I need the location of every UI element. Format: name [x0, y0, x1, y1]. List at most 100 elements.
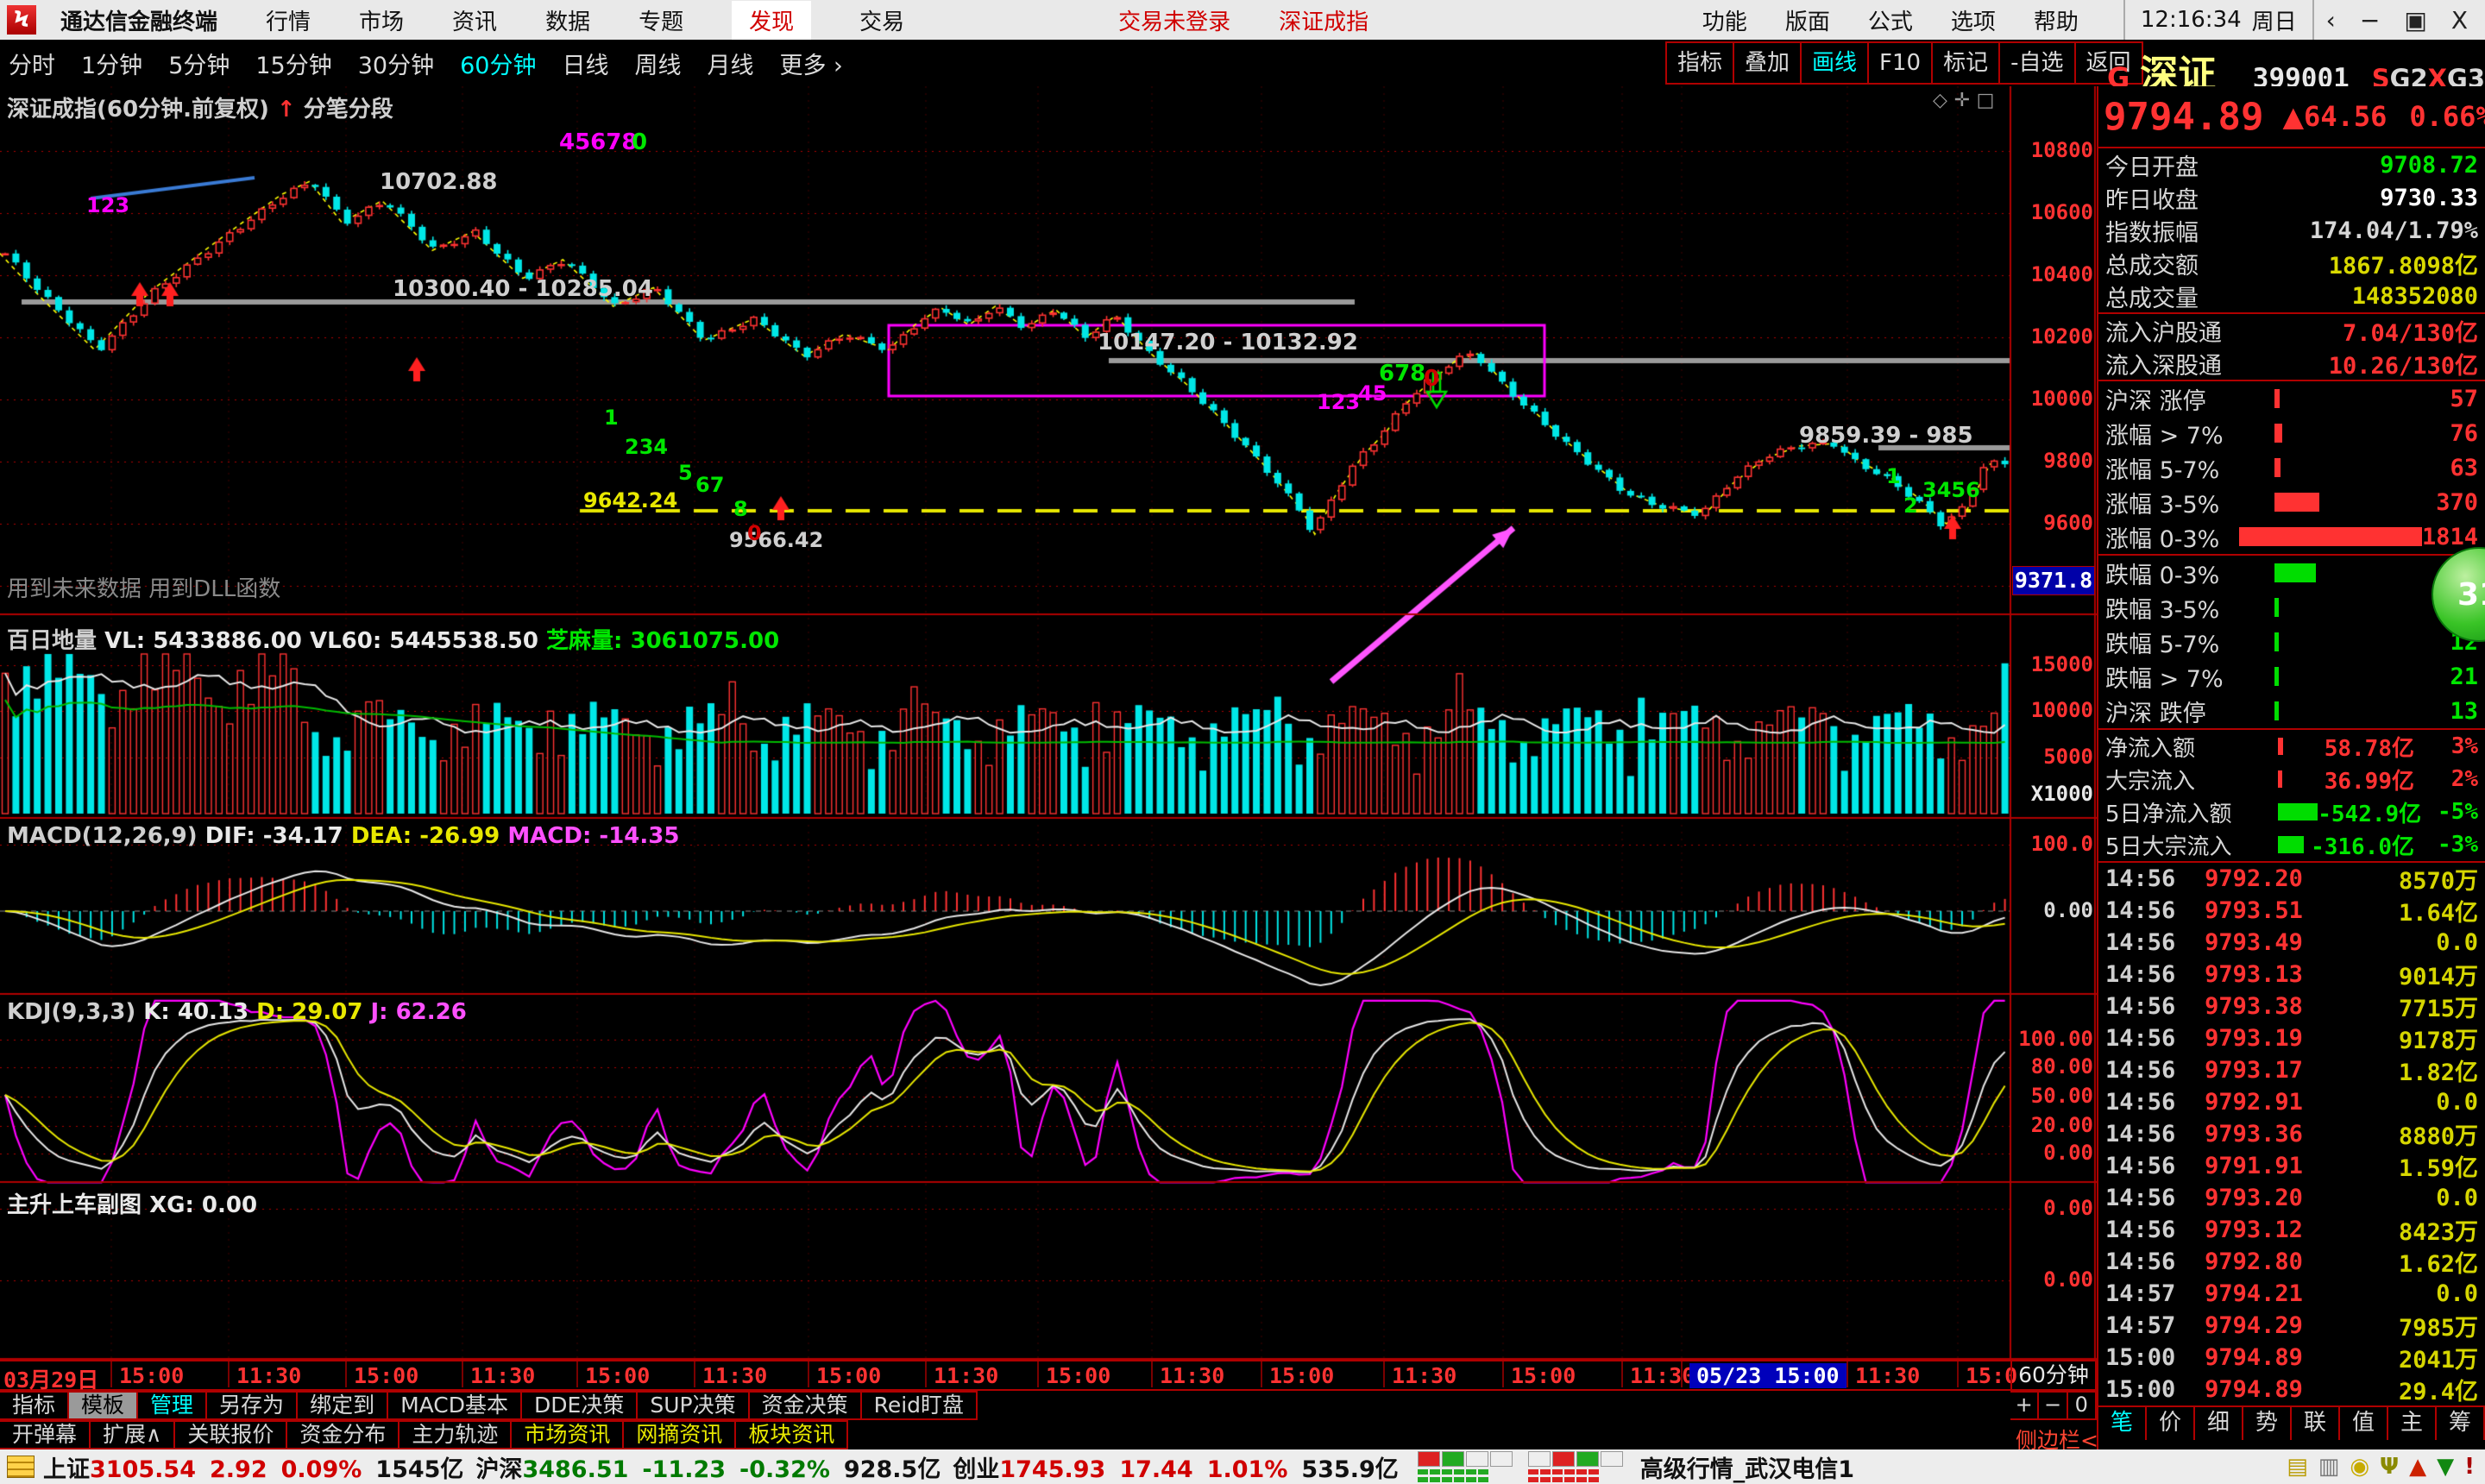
news-icon[interactable]: ▥ [2318, 1454, 2340, 1480]
period-tab[interactable]: 60分钟 [460, 52, 537, 79]
statusbar: 上证3105.54 2.92 0.09% 1545亿 沪深3486.51 -11.23 -0… [0, 1449, 2485, 1484]
period-tab[interactable]: 15分钟 [255, 52, 332, 79]
toolbar-button[interactable]: 叠加 [1733, 41, 1802, 85]
menu-item-discover[interactable]: 发现 [732, 0, 812, 40]
index-change: 2.92 [209, 1456, 267, 1483]
period-tab[interactable]: 日线 [562, 52, 609, 79]
minimize-icon[interactable]: − [2359, 5, 2381, 35]
server-name[interactable]: 高级行情_武汉电信1 [1639, 1456, 1855, 1483]
toolbar-button[interactable]: F10 [1867, 41, 1934, 85]
period-tab[interactable]: 30分钟 [357, 52, 435, 79]
index-quote[interactable]: 上证3105.54 2.92 0.09% 1545亿 [43, 1456, 463, 1483]
back-icon[interactable]: ‹ [2325, 5, 2336, 35]
tick-volume: 9014万 [2398, 964, 2478, 990]
message-icon[interactable]: ▤ [2287, 1454, 2308, 1480]
panel-tab[interactable]: 联 [2292, 1407, 2340, 1440]
bottom-tab[interactable]: MACD基本 [387, 1391, 523, 1420]
toolbar-button[interactable]: 返回 [2073, 41, 2143, 85]
panel-tab[interactable]: 细 [2195, 1407, 2243, 1440]
row-value: 10.26/130亿 [2328, 352, 2478, 380]
bottom-tab[interactable]: 资金分布 [286, 1420, 400, 1449]
tick-row: 14:57 9794.29 7985万 [2098, 1310, 2485, 1342]
gold-bar-icon[interactable] [7, 1456, 35, 1478]
menu-item[interactable]: 帮助 [2033, 9, 2079, 35]
bottom-tab[interactable]: 模板 [67, 1391, 139, 1420]
alert-icon[interactable]: ! [2464, 1454, 2475, 1480]
sidebar-toggle-button[interactable]: 侧边栏< [2016, 1428, 2098, 1453]
maximize-icon[interactable]: ▣ [2404, 5, 2427, 35]
bottom-tab[interactable]: 指标 [0, 1391, 70, 1420]
bottom-tab[interactable]: 开弹幕 [0, 1420, 91, 1449]
menu-item-trade[interactable]: 交易 [859, 9, 905, 35]
stock-header: G 深证成指 399001 SG2XG3 [2107, 40, 2485, 152]
panel-tab[interactable]: 主 [2388, 1407, 2437, 1440]
chart-corner-icons[interactable]: ◇ ✛ □ [1933, 90, 1995, 111]
toolbar-button[interactable]: 指标 [1665, 41, 1735, 85]
period-tab[interactable]: 月线 [707, 52, 754, 79]
app-logo-icon[interactable]: Ϟ [7, 5, 36, 35]
panel-tab[interactable]: 笔 [2098, 1407, 2147, 1440]
bottom-tab[interactable]: 主力轨迹 [398, 1420, 513, 1449]
menu-item[interactable]: 数据 [545, 9, 591, 35]
close-icon[interactable]: X [2450, 5, 2468, 35]
toolbar-button[interactable]: 标记 [1931, 41, 2001, 85]
bottom-tab[interactable]: Reid盯盘 [859, 1391, 978, 1420]
zoom-button[interactable]: + [2009, 1391, 2040, 1420]
menu-item[interactable]: 资讯 [452, 9, 498, 35]
panel-tab[interactable]: 筹 [2437, 1407, 2485, 1440]
bottom-tab[interactable]: 关联报价 [173, 1420, 288, 1449]
menu-item[interactable]: 功能 [1702, 9, 1747, 35]
index-quote[interactable]: 沪深3486.51 -11.23 -0.32% 928.5亿 [475, 1456, 941, 1483]
bottom-tab[interactable]: 管理 [136, 1391, 208, 1420]
menu-item[interactable]: 市场 [359, 9, 405, 35]
menu-item[interactable]: 专题 [639, 9, 684, 35]
panel-tab[interactable]: 值 [2340, 1407, 2388, 1440]
zoom-button[interactable]: − [2037, 1391, 2068, 1420]
pane-header-part: MACD: -14.35 [507, 823, 680, 849]
time-axis-label: 11:30 [1160, 1363, 1225, 1388]
row-value: 7.04/130亿 [2342, 319, 2478, 347]
login-status[interactable]: 交易未登录 [1118, 9, 1231, 35]
bottom-tab[interactable]: 网摘资讯 [622, 1420, 737, 1449]
tick-time: 14:56 [2105, 929, 2176, 956]
period-tab[interactable]: 1分钟 [81, 52, 143, 79]
bottom-tab[interactable]: 扩展∧ [89, 1420, 176, 1449]
stat-bar [2274, 598, 2279, 617]
tick-volume: 7985万 [2398, 1315, 2478, 1342]
bottom-tab[interactable]: 市场资讯 [510, 1420, 625, 1449]
period-tab[interactable]: 5分钟 [168, 52, 230, 79]
sort-down-icon[interactable]: ▼ [2437, 1454, 2455, 1480]
index-quote[interactable]: 创业1745.93 17.44 1.01% 535.9亿 [953, 1456, 1398, 1483]
toolbar-button[interactable]: -自选 [1998, 41, 2076, 85]
menu-item[interactable]: 版面 [1784, 9, 1830, 35]
period-tab[interactable]: 分时 [9, 52, 55, 79]
bottom-tab[interactable]: 另存为 [205, 1391, 299, 1420]
sort-up-icon[interactable]: ▲ [2409, 1454, 2427, 1480]
chart-annotation: 10702.88 [380, 169, 498, 195]
zoom-controls: + −0 [2009, 1391, 2097, 1420]
bottom-tab[interactable]: SUP决策 [636, 1391, 750, 1420]
menu-item[interactable]: 公式 [1867, 9, 1913, 35]
tick-volume: 2041万 [2398, 1347, 2478, 1374]
bottom-tab[interactable]: 绑定到 [296, 1391, 389, 1420]
panel-tab[interactable]: 势 [2243, 1407, 2292, 1440]
menu-item[interactable]: 行情 [266, 9, 311, 35]
menu-item[interactable]: 选项 [1950, 9, 1996, 35]
period-tab[interactable]: 周线 [634, 52, 682, 79]
heat-dash [1539, 1469, 1551, 1475]
bottom-tab[interactable]: 资金决策 [747, 1391, 862, 1420]
panel-tab[interactable]: 价 [2147, 1407, 2195, 1440]
toolbar-button[interactable]: 画线 [1800, 41, 1870, 85]
zoom-button[interactable]: 0 [2066, 1391, 2097, 1420]
axis-label: 10000 [2030, 698, 2093, 722]
period-tab[interactable]: 更多 › [779, 52, 843, 79]
bottom-tab[interactable]: 板块资讯 [734, 1420, 849, 1449]
time-axis[interactable]: 03月29日 15:00 11:30 15:00 11:30 15:00 11:30 15:0… [0, 1360, 2017, 1393]
stat-count: 370 [2436, 488, 2478, 516]
coin-icon[interactable]: ◉ [2350, 1454, 2370, 1480]
chart-area[interactable] [0, 86, 2097, 1360]
signal-icon[interactable]: Ψ [2380, 1454, 2400, 1480]
bottom-tab[interactable]: DDE决策 [520, 1391, 639, 1420]
stock-link[interactable]: 深证成指 [1279, 9, 1369, 35]
axis-label: 0.00 [2043, 1196, 2093, 1220]
